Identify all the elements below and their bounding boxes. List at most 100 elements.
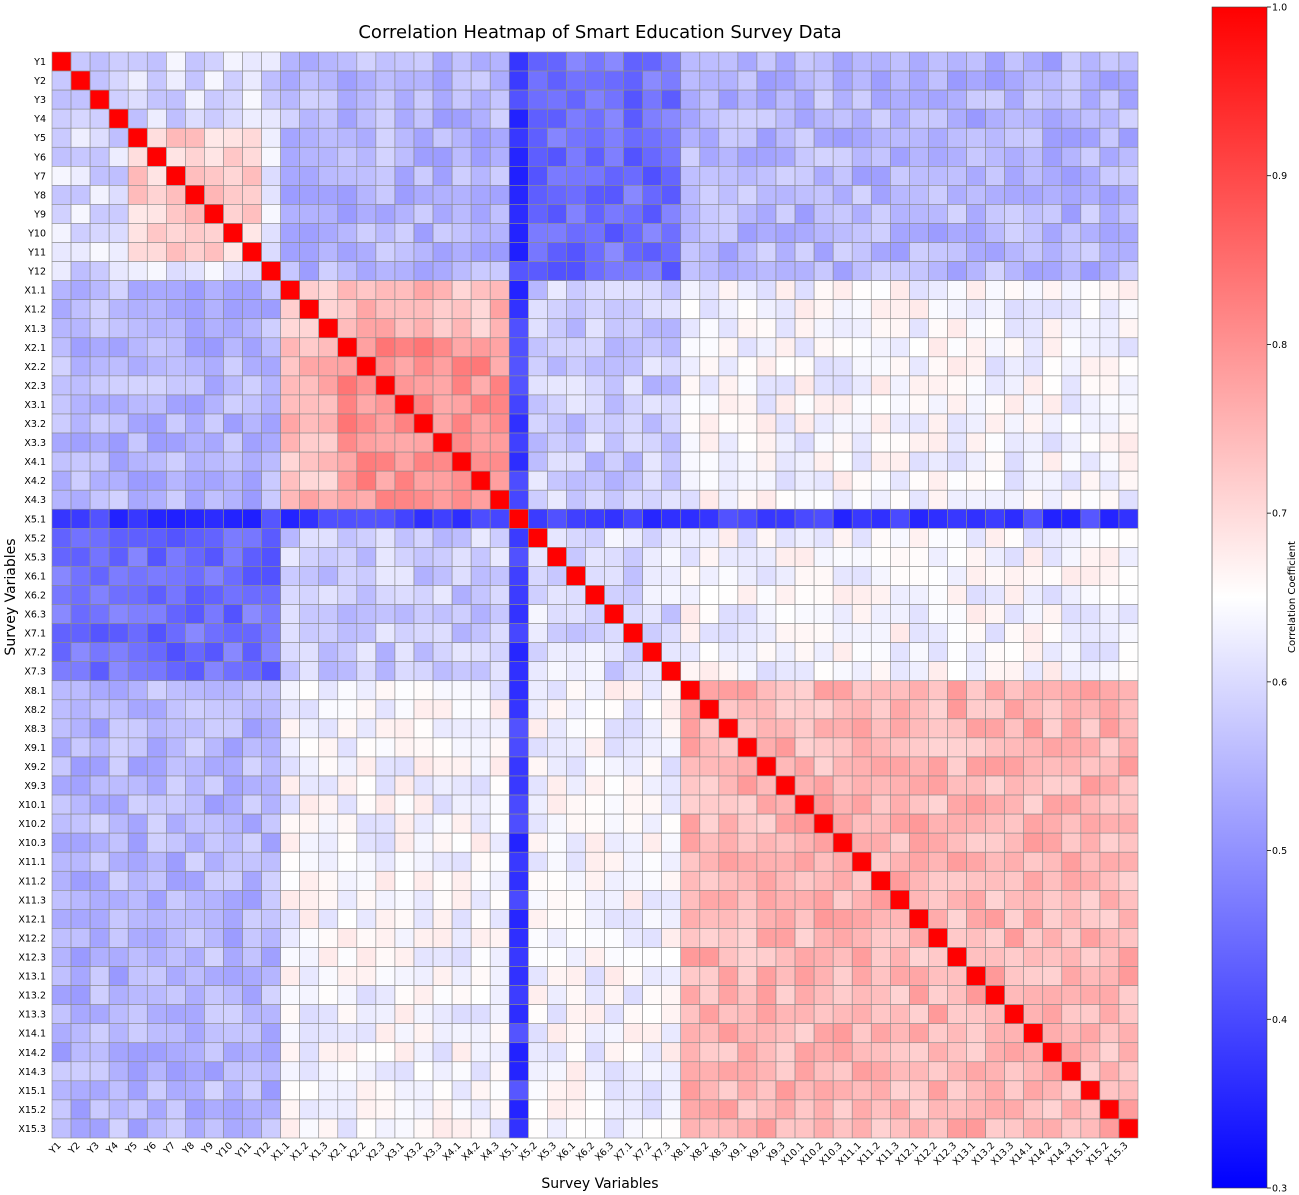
heatmap-cell — [108, 832, 129, 853]
heatmap-cell — [451, 375, 472, 396]
heatmap-cell — [356, 547, 377, 567]
heatmap-cell — [489, 947, 510, 967]
heatmap-cell — [470, 166, 491, 186]
heatmap-cell — [832, 451, 853, 472]
heatmap-cell — [947, 204, 967, 224]
heatmap-cell — [985, 813, 1005, 834]
heatmap-cell — [470, 718, 491, 739]
heatmap-cell — [813, 928, 834, 948]
heatmap-cell — [489, 851, 510, 872]
heatmap-cell — [699, 756, 720, 777]
heatmap-cell — [508, 1061, 529, 1082]
heatmap-cell — [280, 794, 300, 815]
heatmap-cell — [261, 566, 281, 586]
heatmap-cell — [108, 566, 129, 586]
heatmap-cell — [623, 642, 643, 662]
heatmap-cell — [528, 966, 548, 986]
heatmap-cell — [566, 1004, 586, 1024]
heatmap-cell — [528, 280, 548, 300]
heatmap-cell — [146, 1118, 167, 1139]
heatmap-cell — [280, 870, 300, 891]
heatmap-cell — [70, 985, 91, 1005]
heatmap-cell — [870, 870, 891, 891]
heatmap-cell — [470, 661, 491, 682]
heatmap-cell — [890, 1042, 910, 1063]
heatmap-cell — [508, 699, 529, 720]
heatmap-cell — [166, 566, 186, 586]
heatmap-cell — [470, 489, 491, 510]
heatmap-cell — [870, 261, 891, 281]
heatmap-cell — [299, 947, 320, 967]
heatmap-cell — [261, 870, 281, 891]
heatmap-cell — [680, 737, 701, 758]
y-tick-label: X2.2 — [24, 362, 46, 373]
heatmap-cell — [813, 166, 834, 186]
heatmap-cell — [680, 242, 701, 262]
heatmap-cell — [413, 51, 434, 72]
heatmap-cell — [337, 1099, 358, 1120]
heatmap-cell — [185, 1099, 205, 1120]
heatmap-cell — [1042, 794, 1063, 815]
heatmap-cell — [928, 356, 948, 377]
heatmap-cell — [242, 51, 262, 72]
heatmap-cell — [585, 432, 605, 453]
heatmap-cell — [204, 89, 224, 110]
heatmap-cell — [737, 909, 758, 929]
heatmap-cell — [947, 51, 967, 72]
heatmap-cell — [813, 642, 834, 662]
heatmap-cell — [127, 813, 148, 834]
heatmap-cell — [223, 1099, 243, 1120]
heatmap-cell — [870, 928, 891, 948]
heatmap-cell — [1080, 318, 1101, 339]
heatmap-cell — [51, 451, 72, 472]
heatmap-cell — [909, 947, 929, 967]
heatmap-cell — [146, 89, 167, 110]
heatmap-cell — [146, 375, 167, 396]
heatmap-cell — [1061, 1023, 1082, 1044]
heatmap-cell — [794, 223, 815, 243]
heatmap-cell — [1042, 413, 1063, 434]
heatmap-cell — [642, 489, 662, 510]
heatmap-cell — [775, 566, 796, 586]
heatmap-cell — [1118, 528, 1139, 548]
heatmap-cell — [508, 947, 529, 967]
heatmap-cell — [1118, 1004, 1139, 1024]
heatmap-cell — [699, 432, 720, 453]
heatmap-cell — [413, 528, 434, 548]
heatmap-cell — [337, 851, 358, 872]
heatmap-cell — [356, 832, 377, 853]
heatmap-cell — [51, 223, 72, 243]
heatmap-cell — [585, 470, 605, 491]
heatmap-cell — [566, 947, 586, 967]
heatmap-cell — [432, 909, 453, 929]
heatmap-cell — [356, 966, 377, 986]
heatmap-cell — [623, 1061, 643, 1082]
heatmap-cell — [70, 394, 91, 415]
heatmap-cell — [718, 1004, 739, 1024]
heatmap-cell — [261, 1004, 281, 1024]
heatmap-cell — [1099, 413, 1120, 434]
heatmap-cell — [299, 108, 320, 129]
heatmap-cell — [851, 928, 872, 948]
heatmap-cell — [547, 1080, 567, 1101]
heatmap-cell — [547, 356, 567, 377]
heatmap-cell — [794, 928, 815, 948]
heatmap-cell — [756, 413, 777, 434]
heatmap-cell — [337, 242, 358, 262]
heatmap-cell — [185, 775, 205, 796]
heatmap-cell — [70, 51, 91, 72]
heatmap-cell — [470, 756, 491, 777]
heatmap-cell — [70, 127, 91, 148]
heatmap-cell — [51, 337, 72, 358]
heatmap-cell — [337, 356, 358, 377]
heatmap-cell — [223, 394, 243, 415]
heatmap-cell — [699, 680, 720, 701]
heatmap-cell — [1080, 890, 1101, 910]
heatmap-cell — [356, 1080, 377, 1101]
heatmap-cell — [280, 547, 300, 567]
heatmap-cell — [261, 737, 281, 758]
heatmap-cell — [870, 566, 891, 586]
heatmap-cell — [70, 566, 91, 586]
heatmap-cell — [718, 261, 739, 281]
heatmap-cell — [1004, 642, 1024, 662]
